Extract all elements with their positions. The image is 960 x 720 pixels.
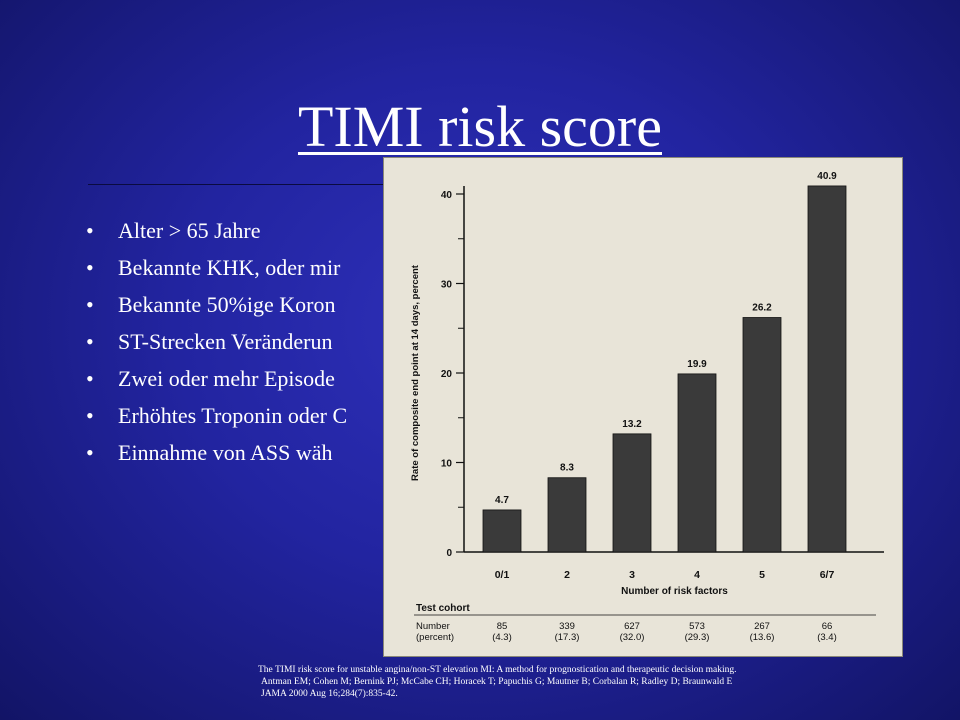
citation-line: The TIMI risk score for unstable angina/… — [258, 665, 737, 675]
y-tick-label: 30 — [441, 280, 453, 291]
bar-value-label: 4.7 — [495, 495, 509, 506]
bar — [742, 317, 782, 553]
bar — [482, 509, 522, 553]
table-cell-percent: (4.3) — [492, 632, 512, 643]
slide-title: TIMI risk score — [297, 94, 662, 159]
table-cell-percent: (29.3) — [685, 632, 710, 643]
table-row-label: (percent) — [416, 632, 454, 643]
bar — [612, 433, 652, 553]
bullet-text: Zwei oder mehr Episode — [118, 366, 335, 391]
table-cell-percent: (32.0) — [620, 632, 645, 643]
table-title: Test cohort — [416, 603, 470, 614]
x-tick-label: 0/1 — [495, 569, 510, 581]
bar-value-label: 26.2 — [752, 303, 772, 314]
y-tick-label: 0 — [446, 548, 452, 559]
x-tick-label: 2 — [564, 569, 570, 581]
x-tick-label: 4 — [694, 569, 700, 581]
y-tick-label: 20 — [441, 369, 453, 380]
bar-value-label: 13.2 — [622, 419, 642, 430]
y-tick-label: 40 — [441, 190, 453, 201]
table-row-label: Number — [416, 621, 450, 632]
table-cell-number: 85 — [497, 621, 508, 632]
bullet-text: Alter > 65 Jahre — [118, 218, 261, 243]
table-cell-percent: (17.3) — [555, 632, 580, 643]
bar-chart: 0 10 20 30 40 Rate of composite end point at … — [410, 171, 884, 643]
bullet-text: ST-Strecken Veränderun — [118, 329, 333, 354]
bar-value-label: 40.9 — [817, 171, 837, 182]
bar-value-label: 19.9 — [687, 359, 707, 370]
bullet-icon: • — [86, 366, 94, 391]
chart-figure: 0 10 20 30 40 Rate of composite end point at … — [383, 157, 903, 657]
bullet-icon: • — [86, 440, 94, 465]
bullet-icon: • — [86, 255, 94, 280]
bullet-icon: • — [86, 403, 94, 428]
bar-value-label: 8.3 — [560, 463, 574, 474]
table-cell-number: 339 — [559, 621, 575, 632]
table-cell-number: 267 — [754, 621, 770, 632]
x-tick-label: 5 — [759, 569, 765, 581]
bullet-text: Bekannte 50%ige Koron — [118, 292, 336, 317]
citation-line: Antman EM; Cohen M; Bernink PJ; McCabe C… — [261, 677, 733, 687]
x-tick-label: 6/7 — [820, 569, 835, 581]
bar — [807, 185, 847, 553]
x-axis-label: Number of risk factors — [621, 586, 728, 597]
bullet-text: Bekannte KHK, oder mir — [118, 255, 341, 280]
bar — [677, 373, 717, 553]
bullet-icon: • — [86, 329, 94, 354]
citation: The TIMI risk score for unstable angina/… — [258, 664, 858, 700]
y-tick-label: 10 — [441, 459, 453, 470]
bullet-icon: • — [86, 218, 94, 243]
citation-line: JAMA 2000 Aug 16;284(7):835-42. — [261, 689, 398, 699]
table-cell-number: 627 — [624, 621, 640, 632]
y-axis-label: Rate of composite end point at 14 days, … — [410, 264, 421, 481]
bar — [547, 477, 587, 553]
table-cell-percent: (13.6) — [750, 632, 775, 643]
x-tick-label: 3 — [629, 569, 635, 581]
table-cell-number: 573 — [689, 621, 705, 632]
bullet-icon: • — [86, 292, 94, 317]
table-cell-percent: (3.4) — [817, 632, 837, 643]
bullet-text: Erhöhtes Troponin oder C — [118, 403, 348, 428]
table-cell-number: 66 — [822, 621, 833, 632]
bullet-text: Einnahme von ASS wäh — [118, 440, 333, 465]
